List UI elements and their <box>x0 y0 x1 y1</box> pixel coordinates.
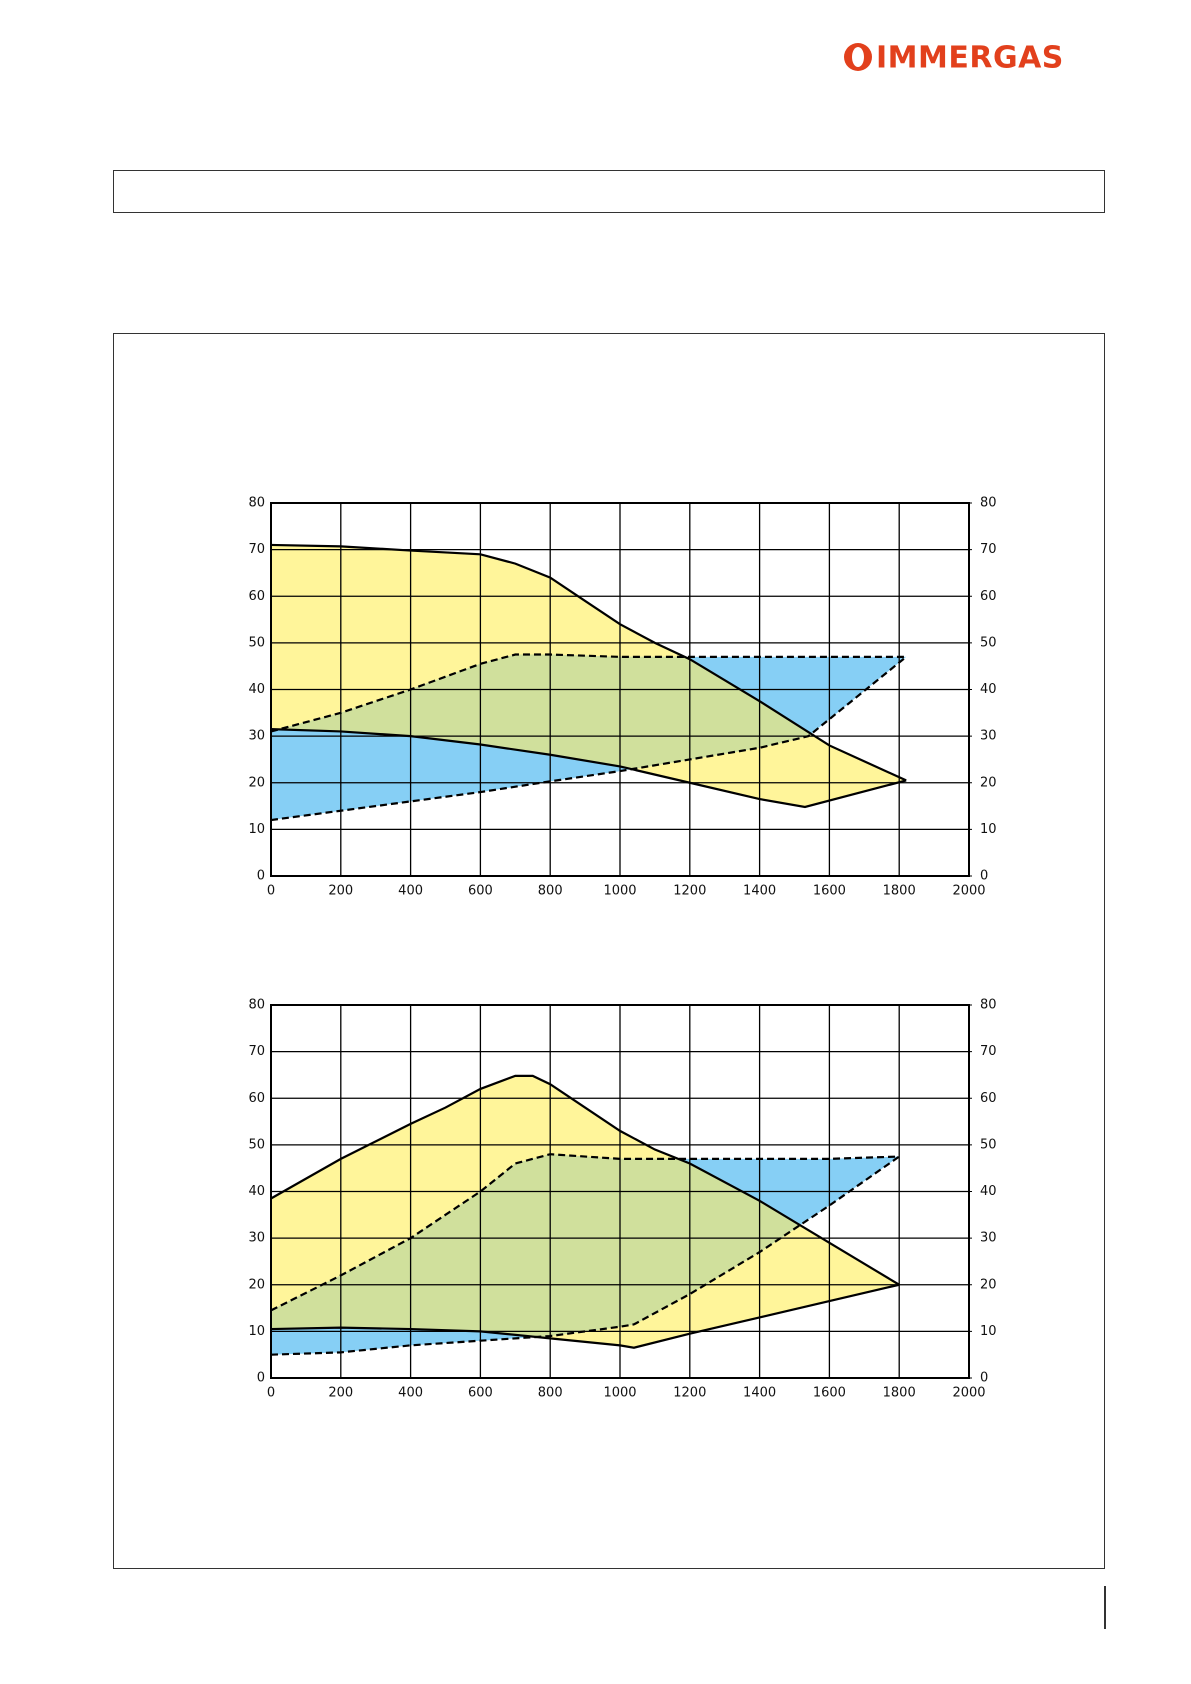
curve <box>270 1283 900 1349</box>
y-tick-label: 0 <box>257 869 265 884</box>
y2-tick-label: 60 <box>980 589 997 604</box>
y-tick-label: 80 <box>248 496 265 511</box>
y-tick-label: 10 <box>248 822 265 837</box>
y-tick-label: 40 <box>248 682 265 697</box>
y-tick-label: 70 <box>248 542 265 557</box>
y2-tick-label: 80 <box>980 998 997 1013</box>
y2-tick-label: 70 <box>980 1044 997 1059</box>
y2-tick-label: 60 <box>980 1091 997 1106</box>
y2-tick-label: 10 <box>980 822 997 837</box>
x-tick-label: 1800 <box>883 884 916 899</box>
chart: 0 200 400 600 800 1000 1200 1400 1600 1800 2000010… <box>248 998 996 1401</box>
y-tick-label: 80 <box>248 998 265 1013</box>
curve <box>270 653 907 733</box>
y-tick-label: 60 <box>248 589 265 604</box>
y2-tick-label: 40 <box>980 1184 997 1199</box>
y2-tick-label: 0 <box>980 1371 988 1386</box>
x-tick-label: 1600 <box>813 1386 846 1401</box>
y2-tick-label: 0 <box>980 869 988 884</box>
y2-tick-label: 40 <box>980 682 997 697</box>
y-tick-label: 20 <box>248 1277 265 1292</box>
y-tick-label: 40 <box>248 1184 265 1199</box>
x-tick-label: 400 <box>398 884 423 899</box>
x-tick-label: 800 <box>538 884 563 899</box>
x-tick-label: 1400 <box>743 884 776 899</box>
curve <box>270 656 907 822</box>
y-tick-label: 50 <box>248 1137 265 1152</box>
x-tick-label: 800 <box>538 1386 563 1401</box>
x-tick-label: 1400 <box>743 1386 776 1401</box>
y2-tick-label: 50 <box>980 1137 997 1152</box>
y-tick-label: 50 <box>248 635 265 650</box>
x-tick-label: 1000 <box>603 884 636 899</box>
footer-rule <box>1104 1586 1106 1629</box>
curve <box>270 1153 900 1312</box>
y2-tick-label: 50 <box>980 635 997 650</box>
x-tick-label: 200 <box>328 884 353 899</box>
y-tick-label: 20 <box>248 775 265 790</box>
y2-tick-label: 20 <box>980 775 997 790</box>
x-tick-label: 600 <box>468 1386 493 1401</box>
curve <box>270 728 907 809</box>
y-tick-label: 10 <box>248 1324 265 1339</box>
x-tick-label: 200 <box>328 1386 353 1401</box>
content-box <box>113 333 1105 1569</box>
logo-icon-inner <box>852 47 864 67</box>
band-overlap <box>271 1154 900 1348</box>
x-tick-label: 1000 <box>603 1386 636 1401</box>
chart: 0 200 400 600 800 1000 1200 1400 1600 1800 2000010… <box>248 496 996 899</box>
logo-text: IMMERGAS <box>876 41 1064 76</box>
x-tick-label: 1200 <box>673 1386 706 1401</box>
y2-tick-label: 70 <box>980 542 997 557</box>
y-tick-label: 70 <box>248 1044 265 1059</box>
logo: IMMERGAS <box>844 41 1064 76</box>
x-tick-label: 0 <box>267 884 275 899</box>
x-tick-label: 1200 <box>673 884 706 899</box>
y2-tick-label: 80 <box>980 496 997 511</box>
x-tick-label: 1600 <box>813 884 846 899</box>
plot-frame <box>270 502 970 877</box>
y2-tick-label: 20 <box>980 1277 997 1292</box>
y-tick-label: 60 <box>248 1091 265 1106</box>
x-tick-label: 1800 <box>883 1386 916 1401</box>
y2-tick-label: 10 <box>980 1324 997 1339</box>
y-tick-label: 0 <box>257 1371 265 1386</box>
x-tick-label: 600 <box>468 884 493 899</box>
curve <box>270 1155 900 1356</box>
y-tick-label: 30 <box>248 1231 265 1246</box>
plot-frame <box>270 1004 970 1379</box>
x-tick-label: 2000 <box>952 1386 985 1401</box>
x-tick-label: 0 <box>267 1386 275 1401</box>
curve <box>270 543 907 782</box>
y2-tick-label: 30 <box>980 1231 997 1246</box>
curve <box>270 1074 900 1286</box>
x-tick-label: 400 <box>398 1386 423 1401</box>
header-box <box>113 170 1105 213</box>
y2-tick-label: 30 <box>980 729 997 744</box>
y-tick-label: 30 <box>248 729 265 744</box>
x-tick-label: 2000 <box>952 884 985 899</box>
